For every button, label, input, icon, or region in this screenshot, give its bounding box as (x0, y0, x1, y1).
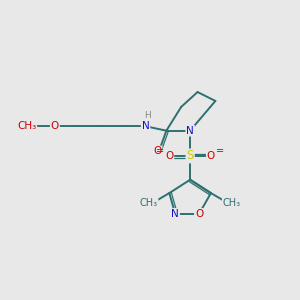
Text: CH₃: CH₃ (17, 121, 36, 131)
Text: O: O (165, 151, 173, 161)
Text: S: S (186, 149, 194, 162)
Text: N: N (171, 209, 179, 219)
Text: =: = (216, 146, 224, 157)
Text: O: O (195, 209, 203, 219)
Text: O: O (51, 121, 59, 131)
Text: O: O (207, 151, 215, 161)
Text: =: = (156, 146, 164, 157)
Text: N: N (186, 126, 194, 136)
Text: N: N (142, 121, 149, 131)
Text: CH₃: CH₃ (223, 199, 241, 208)
Text: H: H (144, 111, 150, 120)
Text: CH₃: CH₃ (140, 199, 158, 208)
Text: O: O (153, 146, 162, 157)
